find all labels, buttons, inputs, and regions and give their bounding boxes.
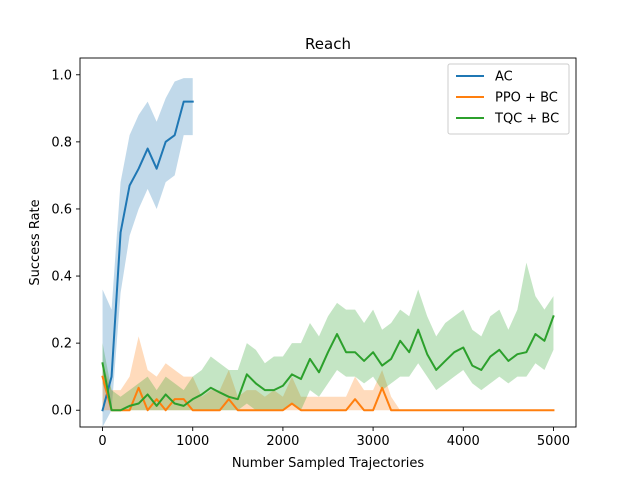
x-tick-label: 0 <box>98 434 106 449</box>
x-tick-label: 4000 <box>447 434 480 449</box>
x-tick-label: 1000 <box>176 434 209 449</box>
band-ac <box>102 78 193 427</box>
legend-label-ac: AC <box>495 70 513 85</box>
series-lines <box>101 100 555 412</box>
y-tick-label: 0.2 <box>51 337 72 352</box>
band-tqc-bc <box>102 262 554 411</box>
series-line-tqc-bc <box>101 315 555 412</box>
legend-label-tqc-bc: TQC + BC <box>494 112 559 127</box>
band-ppo-bc <box>102 336 554 411</box>
y-tick-label: 1.0 <box>51 68 72 83</box>
y-tick-label: 0.4 <box>51 270 72 285</box>
plot-frame <box>79 57 577 428</box>
confidence-bands <box>102 78 554 427</box>
y-axis-label: Success Rate <box>28 199 43 285</box>
legend: AC PPO + BC TQC + BC <box>447 63 570 135</box>
legend-box <box>447 63 570 135</box>
x-axis-label: Number Sampled Trajectories <box>232 456 425 471</box>
x-tick-label: 3000 <box>357 434 390 449</box>
series-line-ppo-bc <box>101 375 555 412</box>
x-tick-label: 5000 <box>537 434 570 449</box>
y-tick-label: 0.6 <box>51 202 72 217</box>
series-line-ac <box>101 100 194 412</box>
y-tick-label: 0.0 <box>51 404 72 419</box>
x-axis-ticks: 0 1000 2000 3000 4000 5000 <box>98 427 570 449</box>
legend-label-ppo-bc: PPO + BC <box>495 91 558 106</box>
y-tick-label: 0.8 <box>51 135 72 150</box>
chart-title: Reach <box>305 35 351 53</box>
y-axis-ticks: 0.0 0.2 0.4 0.6 0.8 1.0 <box>51 68 80 419</box>
x-tick-label: 2000 <box>266 434 299 449</box>
